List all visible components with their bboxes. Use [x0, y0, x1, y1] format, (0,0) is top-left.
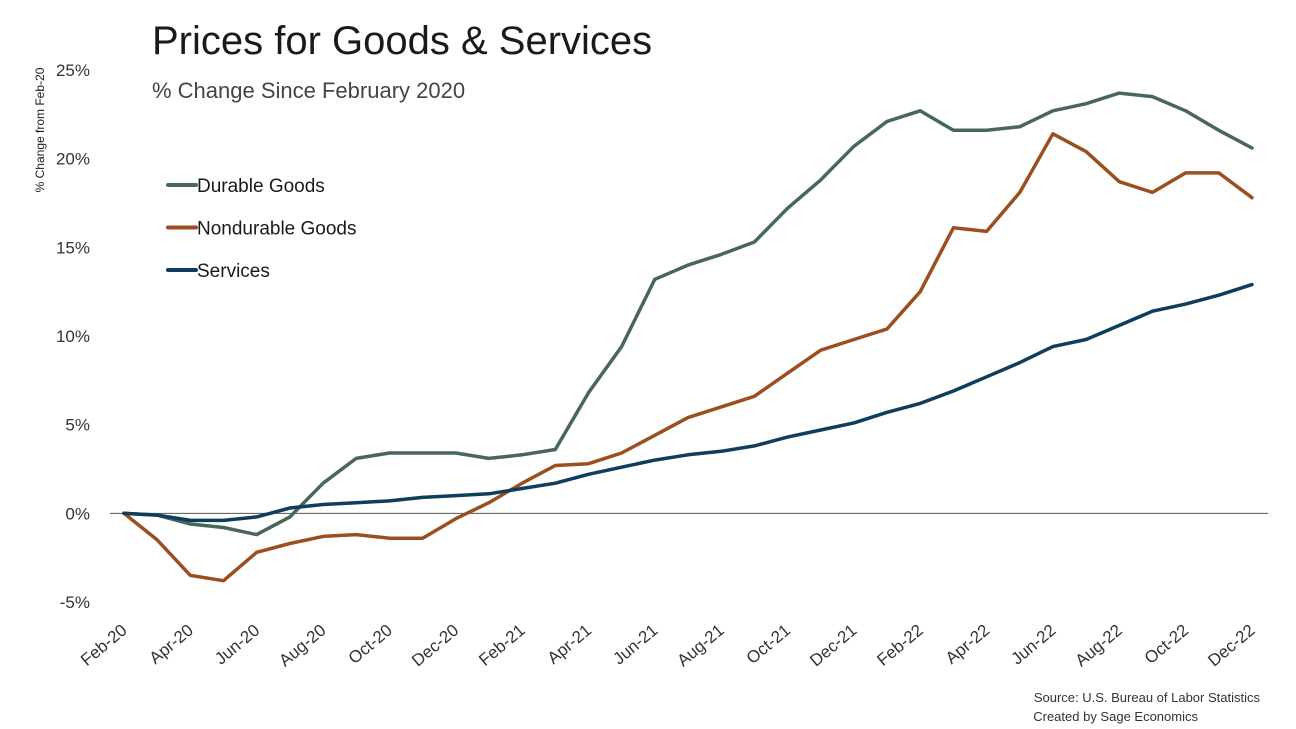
x-tick-label: Feb-20 — [77, 621, 130, 670]
y-tick-label: 10% — [56, 327, 90, 346]
x-tick-label: Apr-21 — [544, 621, 595, 668]
y-axis: -5% 0% 5% 10% 15% 20% 25% — [56, 61, 90, 612]
x-tick-label: Oct-20 — [345, 621, 396, 668]
x-tick-label: Aug-20 — [275, 621, 329, 671]
series-line-durable-goods — [122, 91, 1254, 537]
y-tick-label: -5% — [60, 593, 90, 612]
x-tick-label: Apr-22 — [942, 621, 993, 668]
y-tick-label: 15% — [56, 238, 90, 257]
x-tick-label: Feb-22 — [873, 621, 926, 670]
x-tick-label: Oct-21 — [743, 621, 794, 668]
legend: Durable Goods Nondurable Goods Services — [166, 176, 357, 282]
series-line-services — [122, 282, 1254, 523]
source-note: Source: U.S. Bureau of Labor Statistics — [1034, 690, 1261, 705]
legend-label-durable-goods: Durable Goods — [197, 176, 325, 197]
y-tick-label: 25% — [56, 61, 90, 80]
x-tick-label: Jun-22 — [1007, 621, 1059, 669]
x-tick-label: Dec-20 — [408, 621, 462, 671]
x-tick-label: Jun-20 — [211, 621, 263, 669]
x-tick-label: Apr-20 — [146, 621, 197, 668]
y-axis-label: % Change from Feb-20 — [33, 67, 47, 192]
y-tick-label: 20% — [56, 150, 90, 169]
legend-label-nondurable-goods: Nondurable Goods — [197, 219, 357, 240]
chart-title: Prices for Goods & Services — [152, 19, 652, 63]
chart-subtitle: % Change Since February 2020 — [152, 78, 465, 103]
y-tick-label: 0% — [65, 504, 90, 523]
y-tick-label: 5% — [65, 416, 90, 435]
x-tick-label: Oct-22 — [1141, 621, 1192, 668]
legend-label-services: Services — [197, 261, 270, 282]
series-line-nondurable-goods — [122, 132, 1254, 583]
x-tick-label: Feb-21 — [475, 621, 528, 670]
x-tick-label: Aug-21 — [674, 621, 728, 671]
x-tick-label: Dec-21 — [806, 621, 860, 671]
x-tick-label: Aug-22 — [1072, 621, 1126, 671]
series-lines — [122, 91, 1254, 583]
x-tick-label: Jun-21 — [609, 621, 661, 669]
credit-note: Created by Sage Economics — [1033, 709, 1198, 724]
x-tick-label: Dec-22 — [1204, 621, 1258, 671]
x-axis: Feb-20 Apr-20 Jun-20 Aug-20 Oct-20 Dec-20 Feb-… — [77, 621, 1258, 671]
